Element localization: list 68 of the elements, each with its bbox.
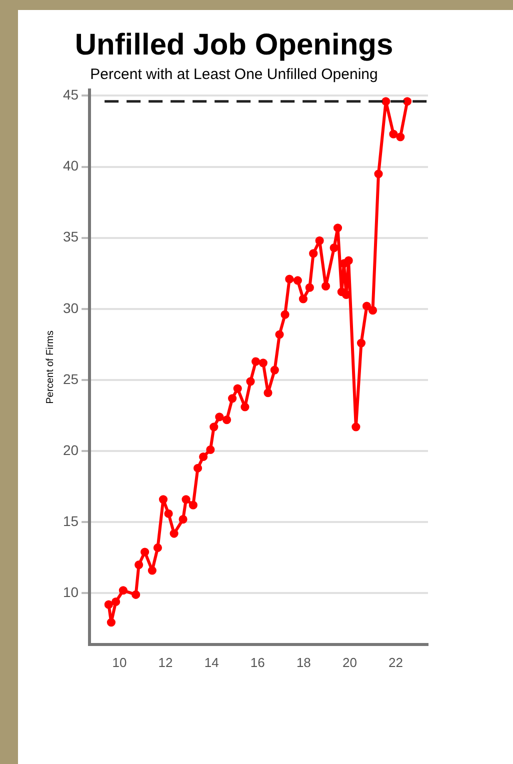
point — [298, 294, 308, 304]
x-tick-label: 16 — [250, 654, 265, 670]
point — [178, 515, 188, 524]
point — [233, 384, 242, 393]
point — [321, 282, 330, 290]
point — [153, 543, 162, 552]
point — [315, 236, 324, 245]
point — [246, 377, 255, 386]
point — [222, 415, 232, 424]
point — [382, 97, 390, 106]
point — [215, 412, 224, 422]
point — [148, 566, 156, 575]
point — [362, 302, 372, 310]
y-tick-label: 30 — [62, 300, 79, 316]
point — [206, 445, 215, 454]
point — [251, 357, 260, 366]
x-tick-label: 12 — [158, 654, 173, 670]
point — [210, 422, 218, 432]
x-tick-label: 14 — [204, 654, 219, 670]
point — [352, 422, 360, 432]
point — [164, 509, 173, 518]
point — [389, 130, 398, 138]
point — [112, 597, 120, 606]
point — [305, 283, 314, 292]
point — [356, 338, 366, 348]
y-tick-label: 35 — [62, 228, 79, 245]
point — [344, 256, 353, 265]
y-tick-label: 40 — [62, 158, 79, 174]
point — [134, 560, 144, 570]
point — [118, 586, 128, 595]
point — [104, 600, 113, 609]
point — [368, 306, 378, 315]
point — [264, 388, 272, 398]
x-tick-label: 10 — [112, 654, 127, 670]
point — [240, 402, 250, 412]
point — [270, 366, 279, 374]
point — [330, 243, 338, 252]
y-tick-label: 15 — [62, 513, 79, 530]
x-tick-label: 22 — [388, 654, 404, 670]
point — [293, 276, 302, 285]
chart-subtitle: Percent with at Least One Unfilled Opening — [90, 66, 378, 84]
point — [158, 495, 168, 504]
point — [140, 548, 150, 556]
point — [396, 132, 405, 142]
point — [402, 97, 412, 106]
point — [333, 224, 342, 232]
x-tick-label: 18 — [296, 654, 311, 670]
point — [309, 249, 318, 258]
point — [193, 464, 202, 472]
point — [280, 310, 290, 319]
y-tick-label: 20 — [62, 442, 79, 458]
point — [258, 358, 268, 368]
point — [182, 495, 190, 504]
y-tick-label: 25 — [62, 370, 79, 387]
point — [285, 274, 294, 284]
point — [199, 452, 208, 462]
y-tick-label: 45 — [62, 86, 79, 103]
point — [374, 170, 383, 178]
point — [132, 590, 140, 599]
point — [188, 500, 198, 510]
point — [106, 618, 116, 627]
y-tick-label: 10 — [62, 584, 79, 600]
y-axis-title: Percent of Firms — [44, 330, 56, 404]
x-tick-label: 20 — [342, 654, 357, 670]
point — [228, 394, 237, 403]
point — [275, 330, 284, 339]
point — [170, 529, 178, 538]
chart-title: Unfilled Job Openings — [74, 28, 394, 62]
